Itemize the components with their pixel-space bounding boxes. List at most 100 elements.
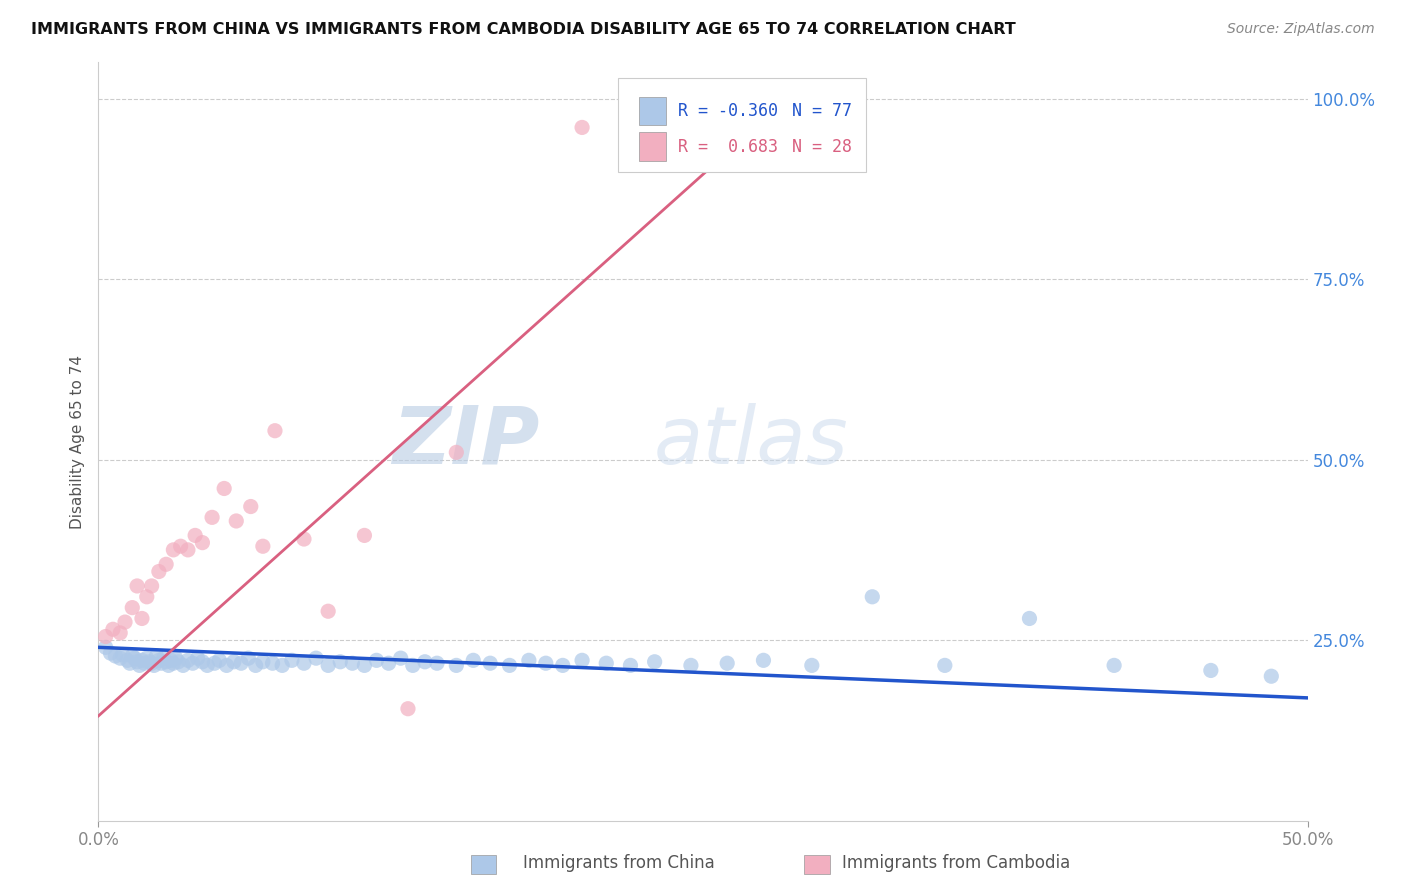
Point [225,514,247,528]
Point [212,482,235,496]
Point [127,579,149,593]
Bar [638,132,665,161]
Point [135,651,157,665]
Point [551,658,574,673]
Point [157,658,180,673]
Point [571,120,593,135]
Point [94,640,117,655]
Text: R =  0.683: R = 0.683 [678,137,778,155]
Point [184,528,207,542]
Text: atlas: atlas [654,402,848,481]
Point [1199,664,1222,678]
Point [160,653,183,667]
Point [121,648,143,663]
Point [342,657,364,671]
Point [413,655,436,669]
Point [191,655,214,669]
Point [114,615,136,629]
Point [389,651,412,665]
Point [131,653,153,667]
Point [191,535,214,549]
Text: IMMIGRANTS FROM CHINA VS IMMIGRANTS FROM CAMBODIA DISABILITY AGE 65 TO 74 CORREL: IMMIGRANTS FROM CHINA VS IMMIGRANTS FROM… [31,22,1015,37]
Point [135,590,157,604]
Point [127,655,149,669]
Point [377,657,399,671]
Point [262,657,284,671]
Point [571,653,593,667]
Point [402,658,425,673]
FancyBboxPatch shape [619,78,866,172]
Point [222,655,245,669]
Point [167,655,190,669]
Point [162,542,184,557]
Point [479,657,502,671]
Point [229,657,252,671]
Point [353,658,375,673]
Point [292,532,315,546]
Point [252,655,274,669]
Point [104,648,127,663]
Point [238,651,260,665]
Point [860,590,883,604]
Point [396,702,419,716]
Point [292,657,315,671]
Y-axis label: Disability Age 65 to 74: Disability Age 65 to 74 [69,354,84,529]
Point [117,653,139,667]
Point [204,657,226,671]
Text: Immigrants from Cambodia: Immigrants from Cambodia [842,855,1070,872]
Point [1018,611,1040,625]
Point [245,658,267,673]
Point [215,658,238,673]
Point [100,646,122,660]
Point [165,651,187,665]
Point [934,658,956,673]
Point [446,658,468,673]
Point [366,653,388,667]
Point [187,651,209,665]
Point [800,658,823,673]
Point [239,500,262,514]
Point [1102,658,1125,673]
Point [446,445,468,459]
Point [148,653,170,667]
Point [131,611,153,625]
Point [141,657,163,671]
Point [619,658,641,673]
Bar [638,96,665,126]
Point [101,622,124,636]
Point [264,424,287,438]
Point [172,658,194,673]
Point [716,657,738,671]
Point [252,539,274,553]
Point [121,600,143,615]
Point [463,653,485,667]
Point [169,539,191,553]
Text: N = 77: N = 77 [793,102,852,120]
Point [679,658,702,673]
Point [134,657,156,671]
Point [201,510,224,524]
Point [426,657,449,671]
Text: R = -0.360: R = -0.360 [678,102,778,120]
Point [281,653,304,667]
Point [353,528,375,542]
Text: Immigrants from China: Immigrants from China [523,855,714,872]
Point [208,653,231,667]
Point [128,658,150,673]
Text: N = 28: N = 28 [793,137,852,155]
Point [155,558,177,572]
Point [177,542,200,557]
Point [148,565,170,579]
Point [138,655,160,669]
Point [517,653,540,667]
Point [108,626,131,640]
Point [152,651,174,665]
Point [150,657,173,671]
Point [143,658,166,673]
Text: Source: ZipAtlas.com: Source: ZipAtlas.com [1227,22,1375,37]
Point [181,657,204,671]
Point [141,579,163,593]
Point [316,658,339,673]
Point [305,651,328,665]
Point [155,655,177,669]
